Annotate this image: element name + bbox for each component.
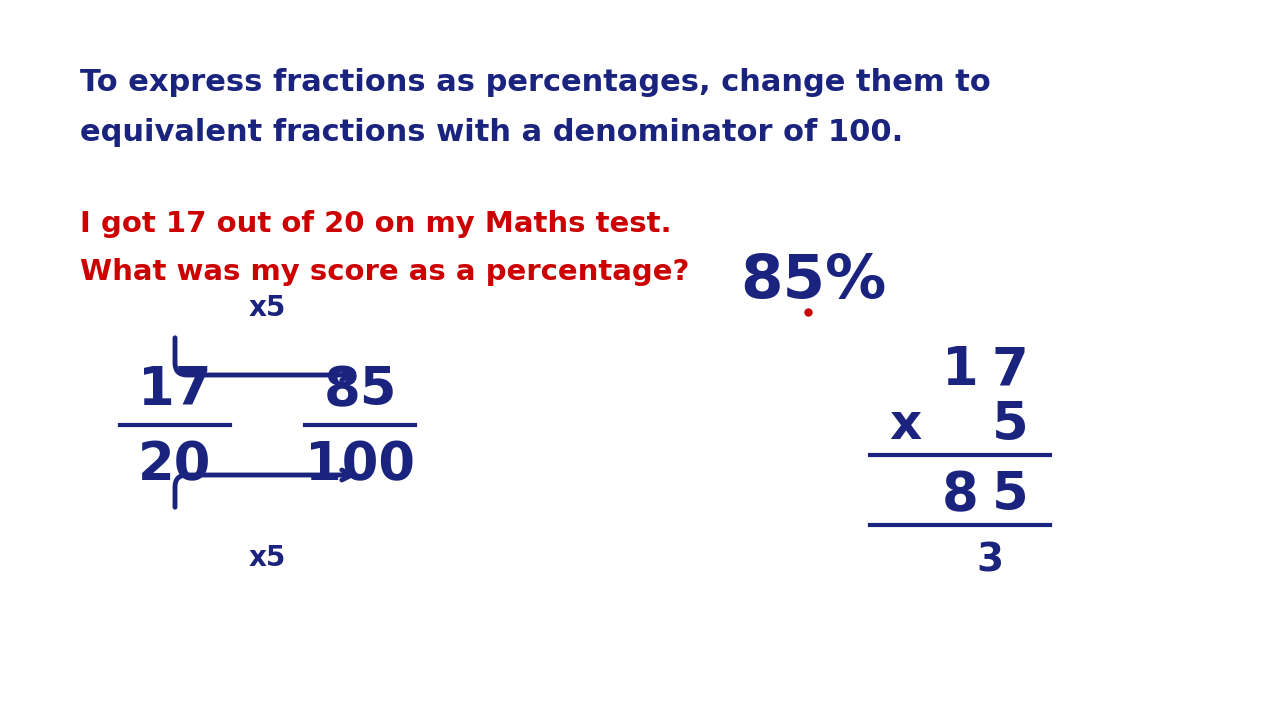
Text: 5: 5 (992, 469, 1028, 521)
Text: equivalent fractions with a denominator of 100.: equivalent fractions with a denominator … (79, 118, 904, 147)
FancyArrowPatch shape (175, 470, 352, 507)
Text: To express fractions as percentages, change them to: To express fractions as percentages, cha… (79, 68, 991, 97)
Text: 85%: 85% (740, 252, 886, 311)
Text: What was my score as a percentage?: What was my score as a percentage? (79, 258, 690, 286)
Text: 8: 8 (942, 469, 978, 521)
Text: 3: 3 (977, 541, 1004, 579)
Text: I got 17 out of 20 on my Maths test.: I got 17 out of 20 on my Maths test. (79, 210, 672, 238)
FancyArrowPatch shape (175, 338, 352, 380)
Text: 100: 100 (305, 439, 415, 491)
Text: 7: 7 (992, 344, 1028, 396)
Text: 20: 20 (138, 439, 211, 491)
Text: 17: 17 (138, 364, 211, 416)
Text: 1: 1 (942, 344, 978, 396)
Text: x: x (888, 401, 922, 449)
Text: x5: x5 (248, 544, 287, 572)
Text: x5: x5 (248, 294, 287, 322)
Text: 5: 5 (992, 399, 1028, 451)
Text: 85: 85 (324, 364, 397, 416)
